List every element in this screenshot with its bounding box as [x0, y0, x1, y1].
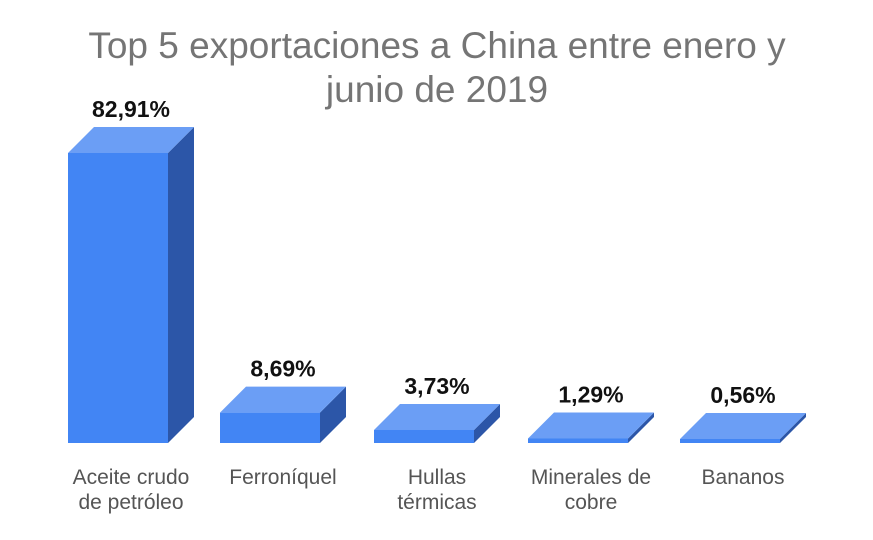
bar-top [374, 403, 500, 430]
bar-front [680, 439, 780, 443]
category-label-line: de petróleo [78, 491, 183, 514]
bar-side [168, 127, 194, 443]
bar-front [528, 438, 628, 443]
value-label: 1,29% [558, 381, 623, 407]
chart-title-line: junio de 2019 [325, 69, 548, 110]
category-label: Bananos [702, 466, 785, 489]
value-label: 8,69% [250, 356, 315, 382]
category-label: Minerales de cobre [531, 466, 651, 514]
value-label: 82,91% [92, 96, 170, 122]
bar-side [320, 386, 346, 443]
value-label: 3,73% [404, 373, 469, 399]
bar-side [780, 413, 806, 443]
category-label-line: Aceite crudo [73, 466, 190, 489]
bars [68, 127, 806, 443]
bar-front [68, 153, 168, 443]
category-labels: Aceite crudo de petróleo Ferroníquel Hullas… [73, 466, 785, 514]
category-label: Ferroníquel [229, 466, 336, 489]
bar-top [220, 386, 346, 413]
category-label-line: Hullas [408, 466, 466, 489]
category-label-line: térmicas [397, 491, 476, 514]
bar-side [474, 403, 500, 443]
bar-top [680, 413, 806, 439]
bar-top [528, 412, 654, 439]
category-label-line: cobre [565, 491, 618, 514]
value-labels: 82,91% 8,69% 3,73% 1,29% 0,56% [92, 96, 776, 408]
category-label: Hullas térmicas [397, 466, 476, 514]
bar-front [220, 412, 320, 443]
value-label: 0,56% [710, 382, 775, 408]
bar-top [68, 127, 194, 153]
chart-title: Top 5 exportaciones a China entre enero … [88, 25, 786, 110]
chart-title-line: Top 5 exportaciones a China entre enero … [88, 25, 786, 66]
category-label-line: Bananos [702, 466, 785, 489]
bar-side [628, 412, 654, 443]
category-label: Aceite crudo de petróleo [73, 466, 190, 514]
category-label-line: Ferroníquel [229, 466, 336, 489]
bar-front [374, 429, 474, 443]
category-label-line: Minerales de [531, 466, 651, 489]
